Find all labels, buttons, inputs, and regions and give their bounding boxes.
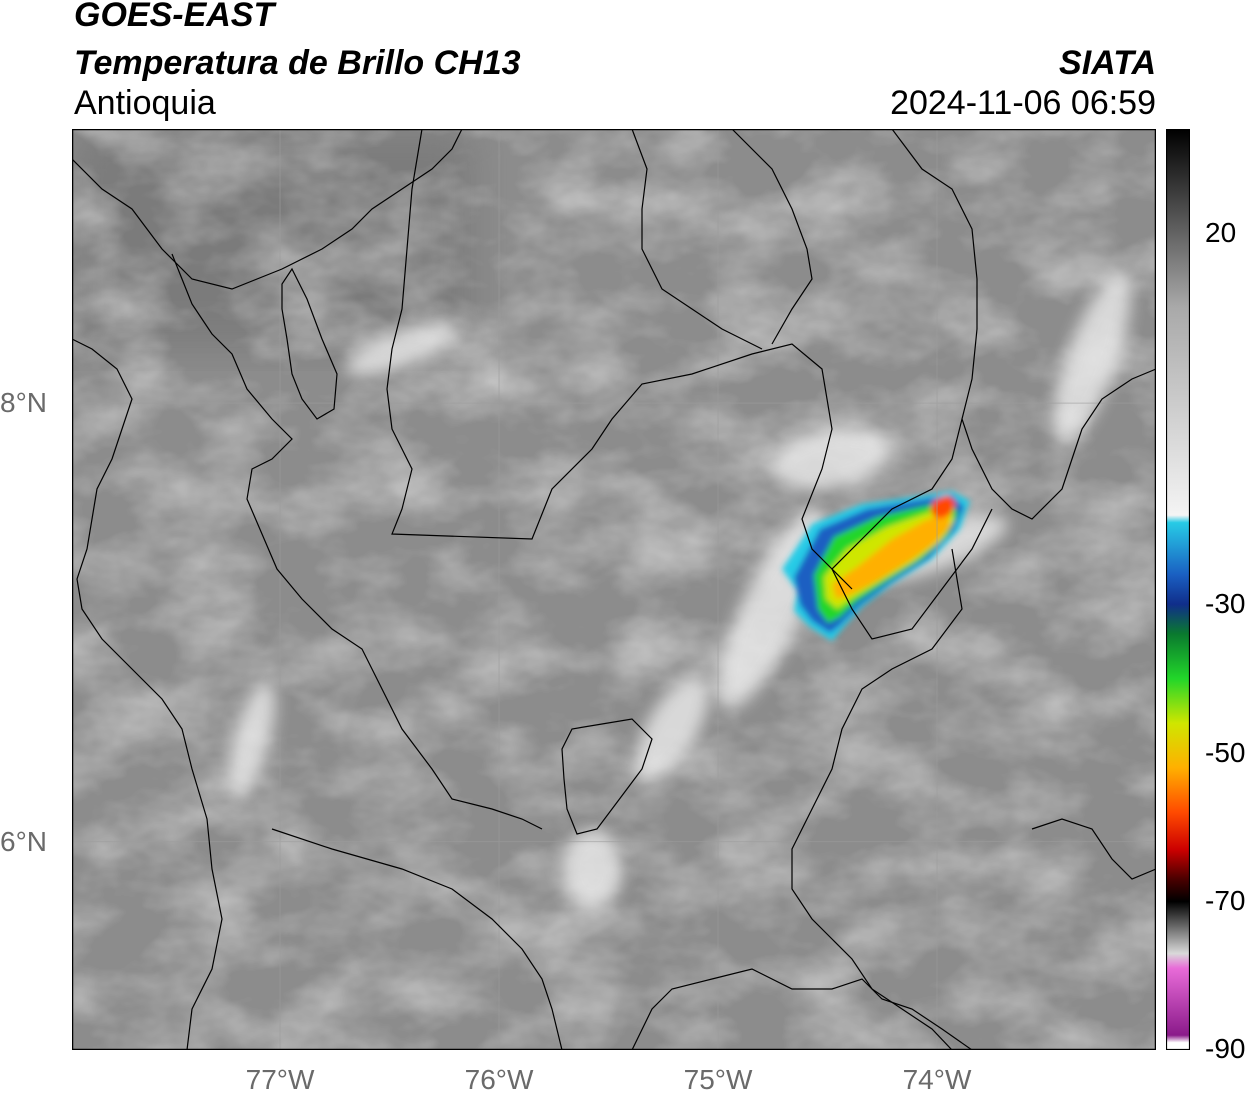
coastline [72,129,463,290]
department-border-north [631,129,763,350]
storm-contour-5 [930,495,956,519]
map-frame [72,129,1156,1050]
colorbar-tick-label: 20 [1205,216,1237,248]
lon-tick-label: 76°W [464,1064,534,1095]
coastline-and-borders [72,129,1156,1050]
colorbar-tick-label: -50 [1205,736,1246,768]
storm-contour-4 [832,511,950,599]
colorbar-fill [1166,129,1190,1050]
antioquia-south-border [271,828,563,1050]
colorbar-frame [1166,129,1190,1050]
title-satellite: GOES-EAST [74,0,275,34]
metro-area-border [561,718,653,835]
title-region: Antioquia [74,84,216,122]
lon-tick-label: 77°W [245,1064,315,1095]
gulf-island-coast [281,267,338,420]
lat-tick-label: 6°N [0,825,47,857]
southeast-region-border [1031,818,1156,880]
department-border-west [386,129,853,590]
title-timestamp: 2024-11-06 06:59 [890,84,1156,122]
title-organization: SIATA [1059,44,1156,82]
colorbar [1166,129,1190,1050]
lat-tick-label: 8°N [0,387,47,419]
antioquia-east-border [831,418,993,640]
gridlines [72,129,1156,1050]
colorbar-tick-label: -70 [1205,885,1246,917]
cloud-texture [72,129,1156,1050]
pacific-coast [72,338,223,1050]
storm-cell [782,491,970,641]
title-product: Temperatura de Brillo CH13 [74,44,521,82]
southern-municipal-borders [631,968,973,1050]
gulf-coast-east [171,253,543,830]
colorbar-tick-label: -30 [1205,588,1246,620]
antioquia-southeast-border [791,548,963,1050]
lon-tick-label: 75°W [683,1064,753,1095]
department-border-east [891,129,1156,520]
colorbar-tick-label: -90 [1205,1033,1246,1064]
department-border-northeast [731,129,813,345]
lon-tick-label: 74°W [902,1064,972,1095]
satellite-map [72,129,1156,1050]
